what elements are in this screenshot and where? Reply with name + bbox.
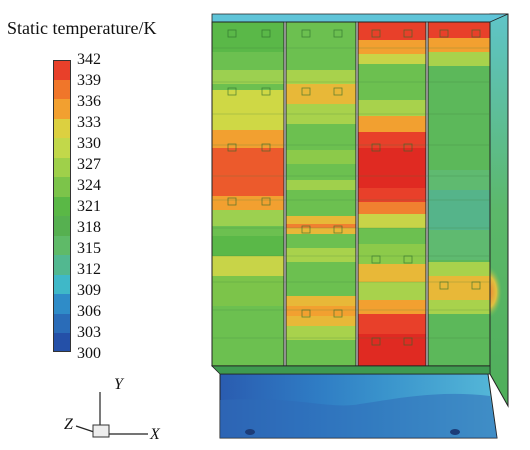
legend-swatch-0 <box>53 60 71 80</box>
legend-tick-4: 330 <box>77 135 101 152</box>
legend-swatch-11 <box>53 274 71 295</box>
legend-swatch-10 <box>53 254 71 275</box>
legend-swatch-13 <box>53 313 71 334</box>
cell-column-1 <box>211 21 285 367</box>
legend-bar <box>53 60 71 352</box>
legend-tick-7: 321 <box>77 198 101 215</box>
legend-tick-2: 336 <box>77 93 101 110</box>
legend-tick-9: 315 <box>77 240 101 257</box>
legend-swatch-14 <box>53 332 71 353</box>
cell-column-4 <box>427 21 491 367</box>
legend-tick-13: 303 <box>77 324 101 341</box>
legend-tick-10: 312 <box>77 261 101 278</box>
legend-swatch-5 <box>53 157 71 178</box>
legend-swatch-3 <box>53 118 71 139</box>
y-axis-label: Y <box>114 376 123 393</box>
bolt-hole-right <box>450 429 460 435</box>
cell-column-2 <box>285 21 357 367</box>
legend-tick-11: 309 <box>77 282 101 299</box>
color-legend <box>53 60 71 353</box>
x-axis-label: X <box>150 426 160 443</box>
bolt-hole-left <box>245 429 255 435</box>
base-plate-shade <box>220 393 497 438</box>
legend-swatch-2 <box>53 98 71 119</box>
cell-column-3 <box>357 21 427 367</box>
legend-tick-1: 339 <box>77 72 101 89</box>
cell-separators <box>212 47 490 339</box>
legend-swatch-1 <box>53 79 71 100</box>
legend-swatch-6 <box>53 176 71 197</box>
triad-cube <box>92 424 110 438</box>
legend-tick-6: 324 <box>77 177 101 194</box>
legend-tick-12: 306 <box>77 303 101 320</box>
top-edge <box>211 13 509 23</box>
legend-swatch-4 <box>53 137 71 158</box>
legend-swatch-8 <box>53 215 71 236</box>
legend-tick-3: 333 <box>77 114 101 131</box>
terminal-tabs <box>227 29 481 346</box>
legend-swatch-9 <box>53 235 71 256</box>
legend-swatch-7 <box>53 196 71 217</box>
legend-swatch-12 <box>53 293 71 314</box>
right-side-wall <box>489 13 509 408</box>
legend-tick-0: 342 <box>77 51 101 68</box>
legend-tick-14: 300 <box>77 345 101 362</box>
bottom-rim <box>211 365 491 375</box>
legend-tick-5: 327 <box>77 156 101 173</box>
legend-title: Static temperature/K <box>7 18 157 38</box>
legend-tick-8: 318 <box>77 219 101 236</box>
z-axis-label: Z <box>64 416 73 433</box>
